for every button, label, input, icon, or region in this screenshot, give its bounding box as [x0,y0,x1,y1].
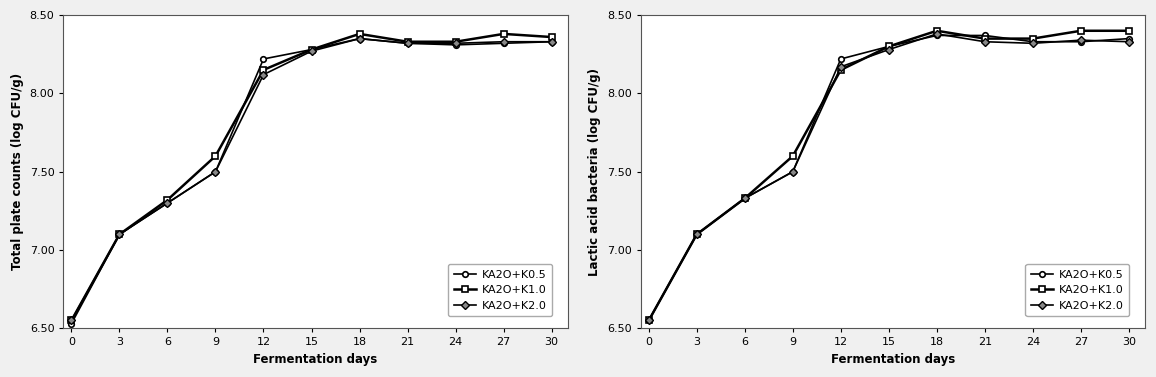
Y-axis label: Total plate counts (log CFU/g): Total plate counts (log CFU/g) [12,73,24,270]
KA2O+K2.0 [833,64,847,69]
KA2O+K2.0 [978,40,992,44]
KA2O+K0.5 [401,41,415,46]
Line: KA2O+K2.0: KA2O+K2.0 [646,31,1132,323]
KA2O+K1.0 [833,67,847,72]
Y-axis label: Lactic acid bacteria (log CFU/g): Lactic acid bacteria (log CFU/g) [588,68,601,276]
KA2O+K2.0 [112,232,126,237]
KA2O+K1.0 [786,154,800,158]
KA2O+K2.0 [690,232,704,237]
KA2O+K0.5 [544,40,558,44]
KA2O+K1.0 [401,40,415,44]
KA2O+K1.0 [65,318,79,323]
KA2O+K1.0 [112,232,126,237]
X-axis label: Fermentation days: Fermentation days [831,353,955,366]
Line: KA2O+K0.5: KA2O+K0.5 [646,33,1132,323]
KA2O+K0.5 [642,318,655,323]
KA2O+K1.0 [304,47,318,52]
KA2O+K1.0 [353,32,366,36]
KA2O+K0.5 [786,169,800,174]
KA2O+K0.5 [353,36,366,41]
KA2O+K1.0 [544,35,558,39]
KA2O+K2.0 [882,47,896,52]
KA2O+K2.0 [1074,38,1088,43]
KA2O+K0.5 [738,196,751,201]
KA2O+K0.5 [304,47,318,52]
KA2O+K0.5 [833,57,847,61]
KA2O+K1.0 [642,318,655,323]
KA2O+K1.0 [449,40,462,44]
KA2O+K1.0 [257,67,271,72]
KA2O+K2.0 [544,40,558,44]
X-axis label: Fermentation days: Fermentation days [253,353,378,366]
KA2O+K2.0 [786,169,800,174]
KA2O+K0.5 [690,232,704,237]
KA2O+K2.0 [304,49,318,54]
Line: KA2O+K2.0: KA2O+K2.0 [68,36,555,323]
KA2O+K2.0 [1122,40,1136,44]
KA2O+K2.0 [642,318,655,323]
KA2O+K0.5 [112,232,126,237]
KA2O+K0.5 [449,43,462,47]
KA2O+K1.0 [929,29,943,33]
KA2O+K0.5 [497,41,511,46]
KA2O+K1.0 [978,36,992,41]
KA2O+K2.0 [1025,41,1039,46]
Legend: KA2O+K0.5, KA2O+K1.0, KA2O+K2.0: KA2O+K0.5, KA2O+K1.0, KA2O+K2.0 [449,264,551,316]
KA2O+K1.0 [690,232,704,237]
KA2O+K2.0 [497,40,511,44]
KA2O+K2.0 [401,41,415,46]
KA2O+K2.0 [929,32,943,36]
KA2O+K0.5 [1025,40,1039,44]
KA2O+K1.0 [738,196,751,201]
KA2O+K1.0 [1074,29,1088,33]
Line: KA2O+K1.0: KA2O+K1.0 [646,28,1132,323]
KA2O+K1.0 [497,32,511,36]
KA2O+K0.5 [208,169,222,174]
KA2O+K1.0 [208,154,222,158]
KA2O+K2.0 [449,41,462,46]
KA2O+K0.5 [65,321,79,326]
KA2O+K2.0 [353,36,366,41]
KA2O+K2.0 [208,169,222,174]
Line: KA2O+K1.0: KA2O+K1.0 [68,31,555,323]
KA2O+K1.0 [161,198,175,202]
Legend: KA2O+K0.5, KA2O+K1.0, KA2O+K2.0: KA2O+K0.5, KA2O+K1.0, KA2O+K2.0 [1025,264,1129,316]
KA2O+K1.0 [1122,29,1136,33]
KA2O+K2.0 [738,196,751,201]
KA2O+K2.0 [257,72,271,77]
KA2O+K1.0 [882,44,896,49]
KA2O+K1.0 [1025,36,1039,41]
KA2O+K0.5 [1122,36,1136,41]
KA2O+K0.5 [257,57,271,61]
KA2O+K2.0 [65,318,79,323]
KA2O+K0.5 [1074,40,1088,44]
KA2O+K0.5 [929,33,943,38]
KA2O+K2.0 [161,201,175,205]
KA2O+K0.5 [978,33,992,38]
KA2O+K0.5 [161,201,175,205]
Line: KA2O+K0.5: KA2O+K0.5 [68,36,555,326]
KA2O+K0.5 [882,44,896,49]
